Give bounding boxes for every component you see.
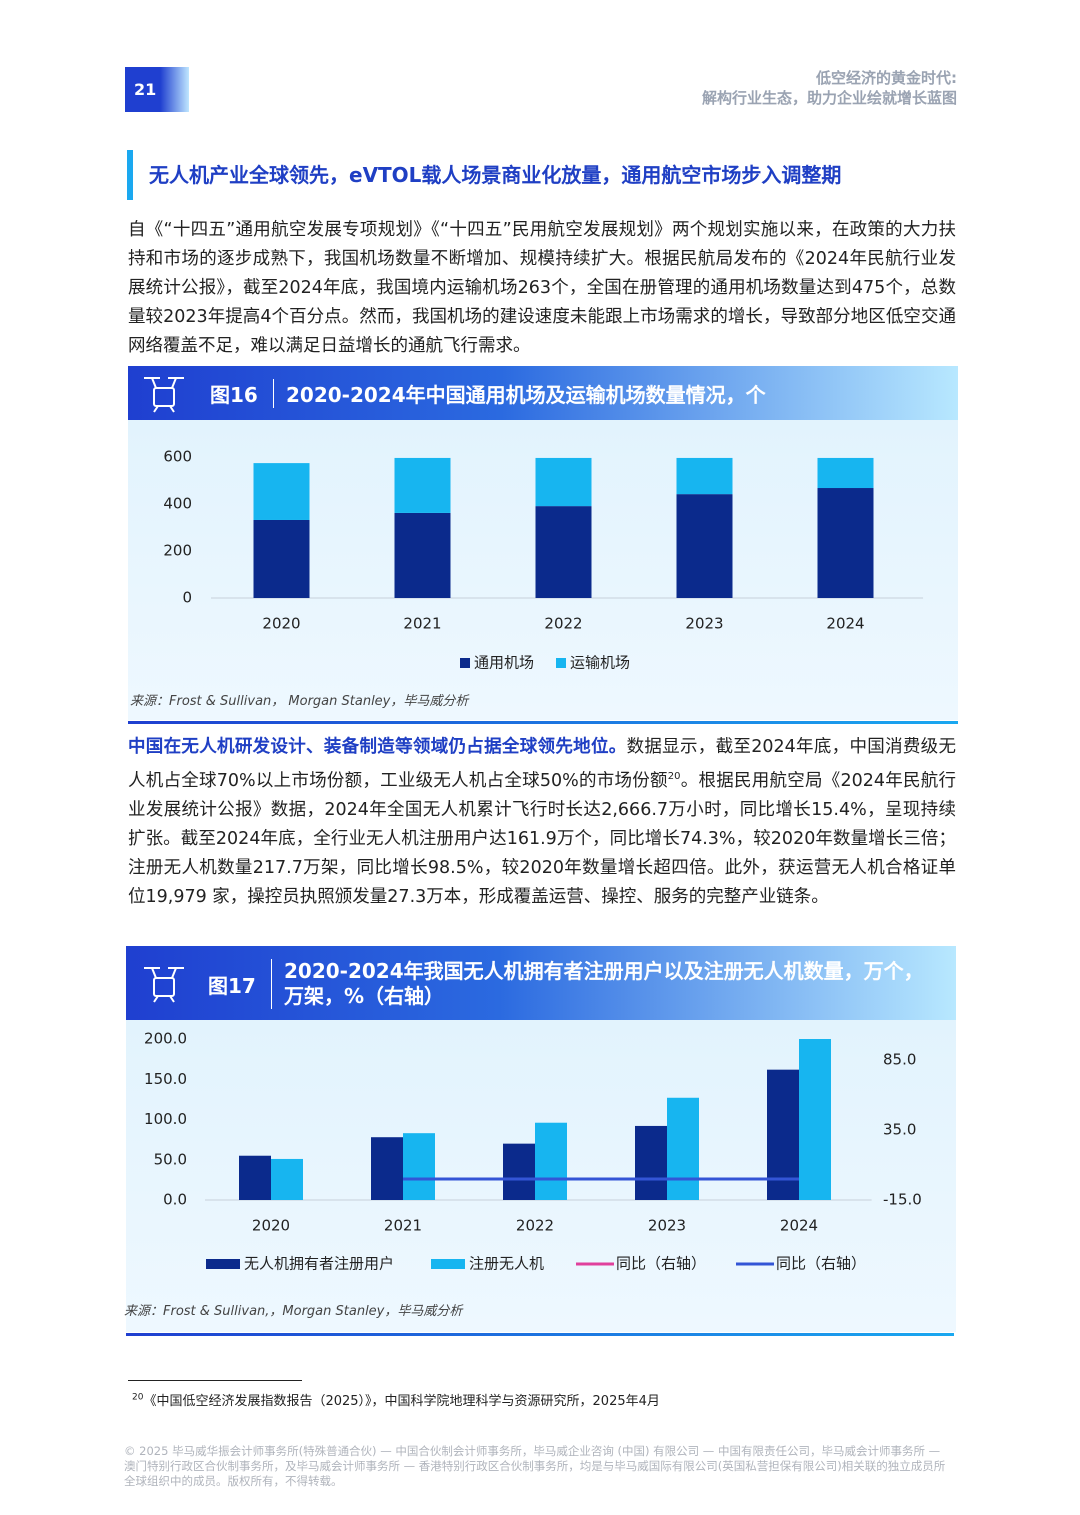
bar <box>371 1137 403 1200</box>
figure-label: 图16 <box>210 383 258 407</box>
y-tick-label: 100.0 <box>144 1110 187 1128</box>
legend-label: 运输机场 <box>570 654 630 672</box>
x-tick-label: 2022 <box>544 615 582 633</box>
paragraph: 中国在无人机研发设计、装备制造等领域仍占据全球领先地位。数据显示，截至2024年… <box>128 733 956 912</box>
figure-title: 2020-2024年中国通用机场及运输机场数量情况，个 <box>273 379 766 408</box>
bar <box>271 1158 303 1200</box>
y-tick-label: 50.0 <box>154 1150 187 1168</box>
bar <box>635 1125 667 1200</box>
bar <box>799 1039 831 1200</box>
source: 来源：Frost & Sullivan,，Morgan Stanley，毕马威分… <box>124 1304 463 1319</box>
legend-label: 通用机场 <box>474 654 534 672</box>
bar <box>239 1155 271 1200</box>
header-title: 低空经济的黄金时代: <box>816 69 957 87</box>
legend-label: 同比（右轴） <box>776 1255 866 1273</box>
legend-swatch <box>431 1259 465 1269</box>
legend-label: 无人机拥有者注册用户 <box>244 1255 394 1273</box>
legend-swatch <box>460 658 470 668</box>
bar <box>817 488 874 598</box>
y2-tick-label: -15.0 <box>883 1191 922 1209</box>
text: 数据显示，截至2024年底，中国消费级无人机占全球70%以上市场份额，工业级无人… <box>128 737 956 791</box>
y-tick-label: 150.0 <box>144 1070 187 1088</box>
bar <box>535 506 592 598</box>
bar <box>667 1097 699 1200</box>
legend-swatch <box>556 658 566 668</box>
bar <box>535 1122 567 1200</box>
bar <box>535 457 592 507</box>
drone-icon <box>144 967 184 1003</box>
y-tick-label: 400 <box>163 495 192 513</box>
page-number: 21 <box>125 67 189 112</box>
x-tick-label: 2020 <box>252 1217 290 1235</box>
x-tick-label: 2022 <box>516 1217 554 1235</box>
figure-label: 图17 <box>208 974 256 998</box>
header-subtitle: 解构行业生态，助力企业绘就增长蓝图 <box>701 89 957 107</box>
chart: 0.0 50.0 100.0 150.0 200.0 -15.0 35.0 85.0 2020 2… <box>144 1030 922 1273</box>
bar <box>253 463 310 520</box>
figure-header: 图16 2020-2024年中国通用机场及运输机场数量情况，个 <box>128 366 958 420</box>
x-tick-label: 2023 <box>648 1217 686 1235</box>
y2-tick-label: 85.0 <box>883 1051 916 1069</box>
divider <box>128 721 958 724</box>
footnote-number: 20 <box>132 1392 144 1403</box>
figure-title: 2020-2024年我国无人机拥有者注册用户以及注册无人机数量，万个，万架，%（… <box>271 959 934 1009</box>
y-tick-label: 0.0 <box>163 1191 187 1209</box>
bold-lead: 中国在无人机研发设计、装备制造等领域仍占据全球领先地位。 <box>128 737 627 757</box>
drone-icon <box>144 377 184 413</box>
legend-label: 同比（右轴） <box>616 1255 706 1273</box>
bar <box>676 457 733 495</box>
x-tick-label: 2021 <box>384 1217 422 1235</box>
note-ref: 20 <box>667 771 681 782</box>
bar <box>394 512 451 598</box>
copyright: © 2025 毕马威华振会计师事务所(特殊普通合伙) — 中国合伙制会计师事务所… <box>124 1444 946 1488</box>
bar <box>503 1143 535 1200</box>
bar <box>817 457 874 489</box>
legend-swatch <box>206 1259 240 1269</box>
legend-label: 注册无人机 <box>469 1255 544 1273</box>
source: 来源：Frost & Sullivan， Morgan Stanley，毕马威分… <box>130 694 469 709</box>
y2-tick-label: 35.0 <box>883 1121 916 1139</box>
figure-header: 图17 2020-2024年我国无人机拥有者注册用户以及注册无人机数量，万个，万… <box>126 946 956 1020</box>
section-title: 无人机产业全球领先，eVTOL载人场景商业化放量，通用航空市场步入调整期 <box>127 150 957 200</box>
x-tick-label: 2023 <box>685 615 723 633</box>
chart: 0 200 400 600 2020 2021 2022 2023 2024 通用机场 运输机场 <box>163 448 924 672</box>
y-tick-label: 600 <box>163 448 192 466</box>
bar <box>394 457 451 513</box>
divider <box>126 1333 954 1336</box>
y-tick-label: 0 <box>182 589 192 607</box>
x-tick-label: 2021 <box>403 615 441 633</box>
bar <box>403 1133 435 1200</box>
footnote-rule <box>128 1380 302 1381</box>
bar <box>676 494 733 598</box>
footnote-text: 《中国低空经济发展指数报告（2025）》，中国科学院地理科学与资源研究所，202… <box>143 1394 660 1409</box>
x-tick-label: 2020 <box>262 615 300 633</box>
paragraph: 自《“十四五”通用航空发展专项规划》《“十四五”民用航空发展规划》两个规划实施以… <box>128 220 956 356</box>
y-tick-label: 200.0 <box>144 1030 187 1048</box>
text: 。根据民用航空局《2024年民航行业发展统计公报》数据，2024年全国无人机累计… <box>128 770 956 907</box>
x-tick-label: 2024 <box>826 615 864 633</box>
footnote: 20《中国低空经济发展指数报告（2025）》，中国科学院地理科学与资源研究所，2… <box>132 1390 660 1409</box>
bar <box>253 519 310 598</box>
x-tick-label: 2024 <box>780 1217 818 1235</box>
y-tick-label: 200 <box>163 542 192 560</box>
